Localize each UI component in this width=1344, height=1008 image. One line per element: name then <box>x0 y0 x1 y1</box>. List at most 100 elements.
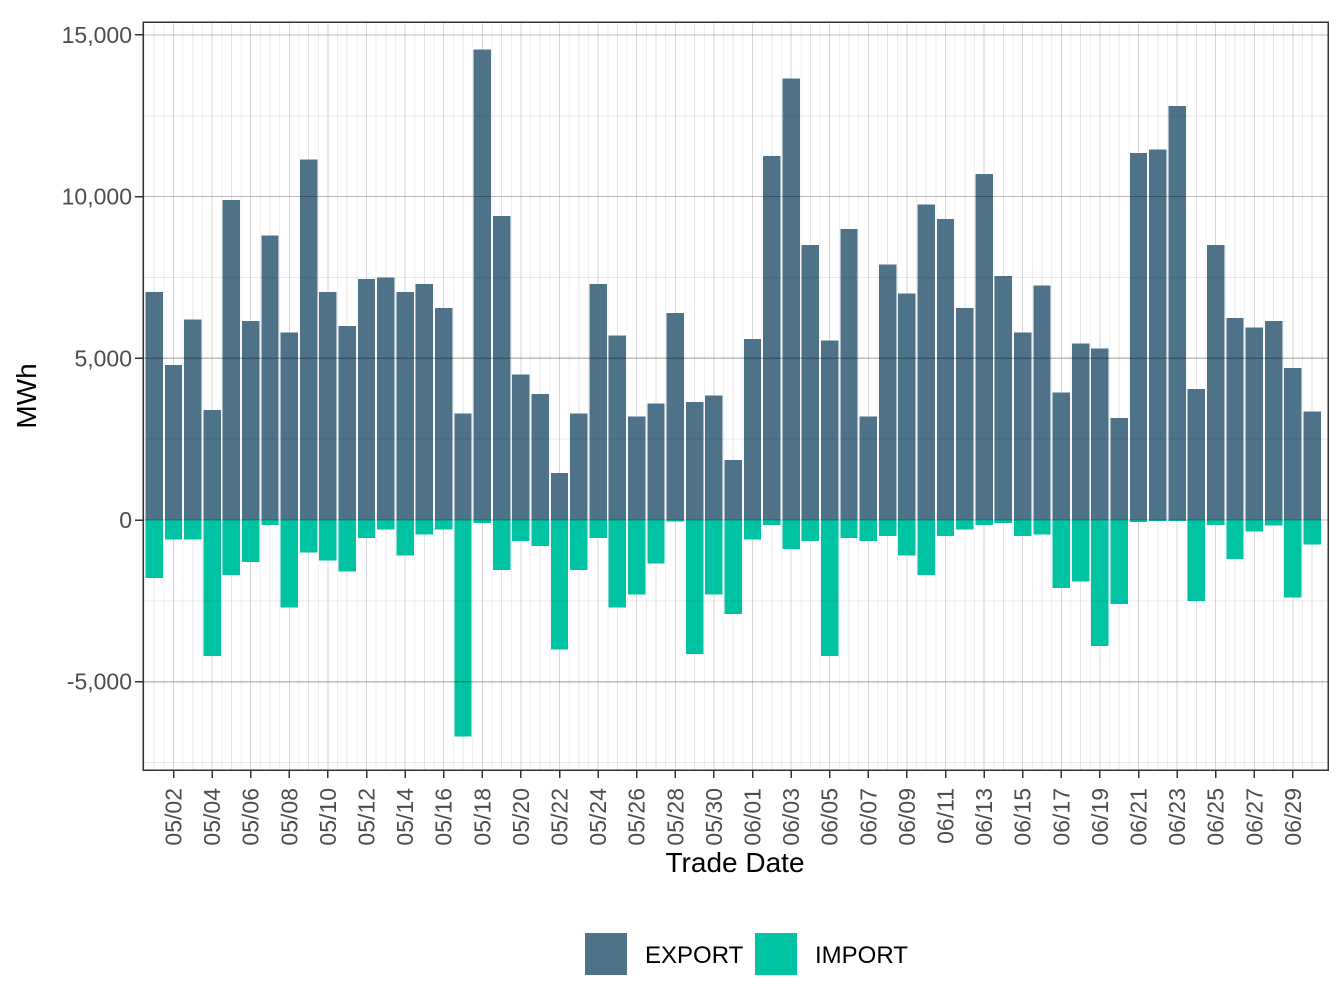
import-bar-05/01 <box>145 520 163 579</box>
x-tick-label: 06/19 <box>1087 788 1113 846</box>
import-bar-05/15 <box>415 520 434 535</box>
export-bar-06/20 <box>1110 418 1128 520</box>
import-bar-05/14 <box>396 520 414 556</box>
export-bar-06/09 <box>898 293 916 520</box>
x-axis-title: Trade Date <box>665 847 804 878</box>
export-bars <box>145 49 1321 521</box>
export-bar-06/22 <box>1149 149 1167 520</box>
import-bar-05/11 <box>338 520 356 572</box>
export-bar-05/07 <box>261 235 279 520</box>
x-tick-label: 06/05 <box>817 788 843 846</box>
export-bar-06/28 <box>1264 321 1283 520</box>
import-bars <box>145 520 1321 737</box>
x-axis: 05/02 05/04 05/06 05/08 05/10 05/12 05/14 05/16… <box>161 770 1306 846</box>
import-bar-05/10 <box>319 520 337 561</box>
export-bar-06/18 <box>1071 343 1090 520</box>
export-bar-06/16 <box>1033 285 1051 520</box>
import-bar-05/28 <box>666 520 684 522</box>
x-tick-label: 05/22 <box>547 788 573 846</box>
x-tick-label: 06/01 <box>740 788 766 846</box>
export-bar-05/23 <box>570 413 588 520</box>
x-tick-label: 06/15 <box>1010 788 1036 846</box>
export-bar-05/18 <box>473 49 491 520</box>
import-bar-05/09 <box>299 520 318 553</box>
import-bar-06/15 <box>1014 520 1032 537</box>
import-bar-05/29 <box>685 520 704 655</box>
import-bar-05/19 <box>492 520 511 571</box>
export-bar-05/22 <box>550 473 569 520</box>
import-bar-06/18 <box>1071 520 1090 582</box>
x-tick-label: 05/16 <box>431 788 457 846</box>
import-bar-06/30 <box>1303 520 1321 545</box>
x-tick-label: 05/10 <box>315 788 341 846</box>
export-bar-05/09 <box>299 159 318 520</box>
export-bar-06/21 <box>1129 152 1148 521</box>
export-bar-05/06 <box>242 321 260 520</box>
legend-label-export: EXPORT <box>645 942 744 969</box>
legend-swatch-export <box>585 933 627 975</box>
import-bar-05/12 <box>357 520 376 538</box>
import-bar-05/26 <box>628 520 646 595</box>
x-tick-label: 06/07 <box>855 788 881 846</box>
import-bar-06/17 <box>1052 520 1070 588</box>
import-bar-05/18 <box>473 520 491 524</box>
export-bar-05/05 <box>222 199 241 521</box>
import-bar-06/19 <box>1091 520 1109 647</box>
x-tick-label: 05/20 <box>508 788 534 846</box>
export-bar-05/11 <box>338 325 356 520</box>
legend-label-import: IMPORT <box>815 942 908 969</box>
export-bar-06/23 <box>1168 106 1186 520</box>
x-tick-label: 06/27 <box>1241 788 1267 846</box>
import-bar-05/23 <box>570 520 588 571</box>
import-bar-05/07 <box>261 520 279 525</box>
export-bar-05/10 <box>319 292 337 520</box>
export-bar-06/07 <box>859 416 877 520</box>
x-tick-label: 05/04 <box>199 788 225 846</box>
import-bar-05/03 <box>184 520 202 540</box>
panel-border <box>142 21 1329 771</box>
import-bar-06/08 <box>878 520 897 537</box>
export-bar-05/17 <box>454 413 472 520</box>
export-bar-06/13 <box>975 173 993 520</box>
export-bar-05/20 <box>512 374 530 520</box>
export-bar-05/03 <box>184 319 202 520</box>
export-bar-06/06 <box>840 228 858 520</box>
x-tick-label: 06/29 <box>1280 788 1306 846</box>
x-tick-label: 06/13 <box>971 788 997 846</box>
import-bar-05/25 <box>608 520 627 608</box>
x-tick-label: 06/03 <box>778 788 804 846</box>
export-bar-06/17 <box>1052 392 1070 520</box>
import-bar-06/01 <box>743 520 762 540</box>
horizontal-gridlines <box>143 34 1328 764</box>
x-tick-label: 05/14 <box>392 788 418 846</box>
export-bar-06/14 <box>994 275 1013 520</box>
x-tick-label: 06/09 <box>894 788 920 846</box>
import-bar-05/04 <box>203 520 221 656</box>
import-bar-05/21 <box>531 520 549 546</box>
import-bar-06/28 <box>1264 520 1283 526</box>
export-bar-06/10 <box>917 204 935 520</box>
export-bar-05/14 <box>396 292 414 520</box>
export-bar-06/24 <box>1187 389 1206 520</box>
import-bar-06/07 <box>859 520 877 542</box>
export-bar-05/08 <box>280 332 298 520</box>
export-bar-06/08 <box>878 264 897 520</box>
export-bar-05/21 <box>531 393 549 520</box>
import-bar-05/17 <box>454 520 472 737</box>
export-bar-05/02 <box>164 364 183 520</box>
export-bar-05/01 <box>145 292 163 520</box>
import-bar-05/13 <box>377 520 395 530</box>
import-bar-05/22 <box>550 520 569 650</box>
import-bar-05/24 <box>589 520 607 538</box>
import-bar-06/20 <box>1110 520 1128 605</box>
legend-swatch-import <box>755 933 797 975</box>
x-tick-label: 05/24 <box>585 788 611 846</box>
import-bar-06/25 <box>1207 520 1225 525</box>
import-bar-05/08 <box>280 520 298 608</box>
import-bar-05/20 <box>512 520 530 542</box>
import-bar-06/12 <box>956 520 974 530</box>
y-axis: -5,000 0 5,000 10,000 15,000 <box>62 22 143 695</box>
export-bar-05/29 <box>685 401 704 520</box>
